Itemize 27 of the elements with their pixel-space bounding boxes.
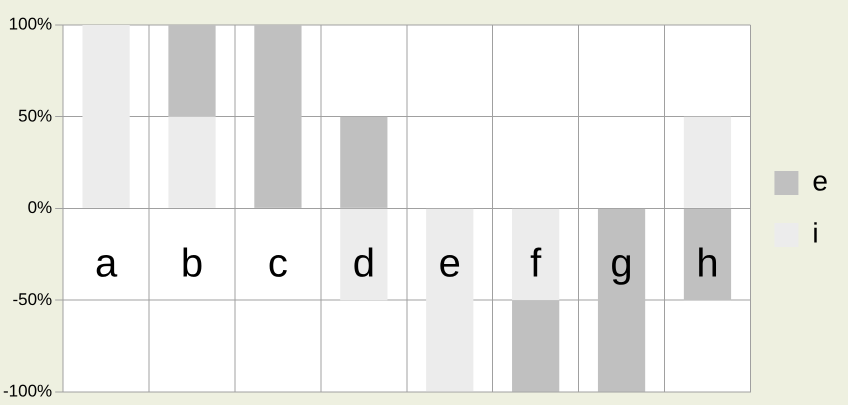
bar bbox=[426, 208, 474, 392]
legend-label: e bbox=[812, 166, 828, 197]
bar bbox=[512, 208, 560, 300]
x-tick-label: b bbox=[180, 241, 204, 286]
bar bbox=[340, 116, 388, 208]
bar bbox=[168, 25, 216, 117]
y-tick-label: -50% bbox=[12, 290, 52, 309]
y-tick-label: 50% bbox=[18, 106, 52, 126]
x-tick-label: d bbox=[352, 241, 375, 286]
bar bbox=[82, 25, 130, 208]
x-tick-label: e bbox=[438, 241, 461, 286]
bar bbox=[168, 116, 216, 208]
bar bbox=[340, 208, 388, 300]
y-tick-label: 100% bbox=[8, 14, 52, 34]
bar bbox=[684, 116, 732, 208]
legend-label: i bbox=[812, 218, 819, 249]
y-tick-label: -100% bbox=[3, 381, 52, 400]
x-tick-label: f bbox=[530, 241, 542, 286]
x-tick-label: g bbox=[610, 241, 633, 286]
x-tick-label: h bbox=[696, 241, 719, 286]
bar bbox=[684, 208, 732, 300]
bar bbox=[512, 300, 560, 392]
y-tick-label: 0% bbox=[28, 198, 52, 218]
bar bbox=[254, 25, 302, 208]
x-tick-label: a bbox=[94, 241, 118, 286]
bar bbox=[598, 208, 646, 392]
x-tick-label: c bbox=[268, 241, 288, 286]
